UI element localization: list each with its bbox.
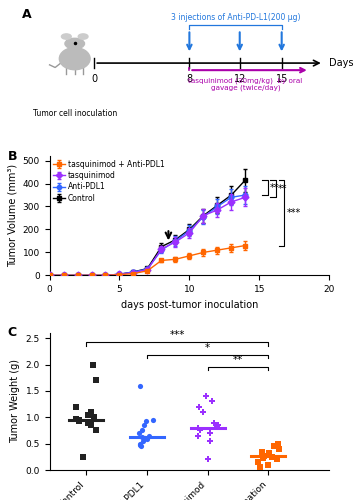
- Text: B: B: [7, 150, 17, 163]
- Point: [204, 392, 209, 400]
- Point: [260, 454, 266, 462]
- Point: [215, 421, 221, 429]
- Point: [266, 460, 271, 468]
- Point: [150, 416, 156, 424]
- Point: [139, 434, 145, 442]
- Point: [91, 360, 96, 368]
- Point: [269, 453, 275, 461]
- Text: **: **: [270, 182, 279, 192]
- Point: [91, 414, 97, 422]
- Text: 15: 15: [275, 74, 288, 84]
- Point: [198, 426, 203, 434]
- Point: [255, 458, 261, 466]
- Point: [207, 437, 212, 445]
- Point: [144, 436, 150, 444]
- Ellipse shape: [65, 38, 85, 49]
- Point: [215, 423, 220, 431]
- Point: [93, 376, 99, 384]
- Point: [88, 408, 93, 416]
- Point: [138, 442, 143, 450]
- Text: Tumor cell inoculation: Tumor cell inoculation: [33, 109, 117, 118]
- Point: [85, 418, 91, 426]
- Point: [195, 432, 200, 440]
- Point: [207, 429, 213, 437]
- Text: ***: ***: [287, 208, 301, 218]
- Point: [80, 453, 86, 461]
- Text: 8: 8: [186, 74, 193, 84]
- Point: [200, 408, 206, 416]
- Text: Days: Days: [329, 58, 354, 68]
- Legend: tasquinimod + Anti-PDL1, tasquinimod, Anti-PDL1, Control: tasquinimod + Anti-PDL1, tasquinimod, An…: [53, 160, 165, 202]
- Point: [275, 456, 280, 464]
- Ellipse shape: [78, 34, 88, 39]
- Point: [88, 421, 94, 429]
- Point: [143, 434, 148, 442]
- Point: [266, 450, 272, 458]
- Y-axis label: Tumor Volume (mm³): Tumor Volume (mm³): [7, 164, 17, 267]
- Point: [205, 456, 211, 464]
- Point: [136, 429, 142, 437]
- Point: [85, 410, 91, 418]
- Point: [74, 415, 79, 423]
- Point: [257, 464, 263, 471]
- Point: [93, 426, 99, 434]
- Point: [259, 448, 264, 456]
- Ellipse shape: [59, 48, 90, 70]
- Text: **: **: [278, 184, 288, 194]
- Ellipse shape: [62, 34, 71, 39]
- Point: [195, 424, 201, 432]
- Point: [272, 442, 277, 450]
- Point: [137, 382, 143, 390]
- Point: [76, 418, 81, 426]
- X-axis label: days post-tumor inoculation: days post-tumor inoculation: [121, 300, 258, 310]
- Point: [139, 426, 145, 434]
- Point: [267, 449, 272, 457]
- Point: [76, 416, 81, 424]
- Point: [143, 418, 149, 426]
- Point: [276, 445, 281, 453]
- Point: [209, 398, 215, 406]
- Point: [275, 440, 281, 448]
- Point: [147, 432, 152, 440]
- Text: 12: 12: [234, 74, 246, 84]
- Y-axis label: Tumor Weight (g): Tumor Weight (g): [10, 360, 20, 444]
- Text: C: C: [7, 326, 17, 339]
- Text: tasquinimod (30mg/kg)  by oral
gavage (twice/day): tasquinimod (30mg/kg) by oral gavage (tw…: [188, 77, 302, 91]
- Point: [137, 440, 143, 448]
- Point: [262, 452, 267, 460]
- Point: [141, 421, 147, 429]
- Text: *: *: [205, 343, 210, 353]
- Point: [73, 402, 78, 410]
- Text: ***: ***: [170, 330, 185, 340]
- Point: [137, 440, 143, 448]
- Text: 3 injections of Anti-PD-L1(200 μg): 3 injections of Anti-PD-L1(200 μg): [171, 12, 300, 22]
- Point: [140, 437, 145, 445]
- Point: [212, 418, 217, 426]
- Text: 0: 0: [91, 74, 97, 84]
- Point: [196, 402, 202, 410]
- Text: A: A: [22, 8, 31, 21]
- Text: **: **: [233, 355, 243, 365]
